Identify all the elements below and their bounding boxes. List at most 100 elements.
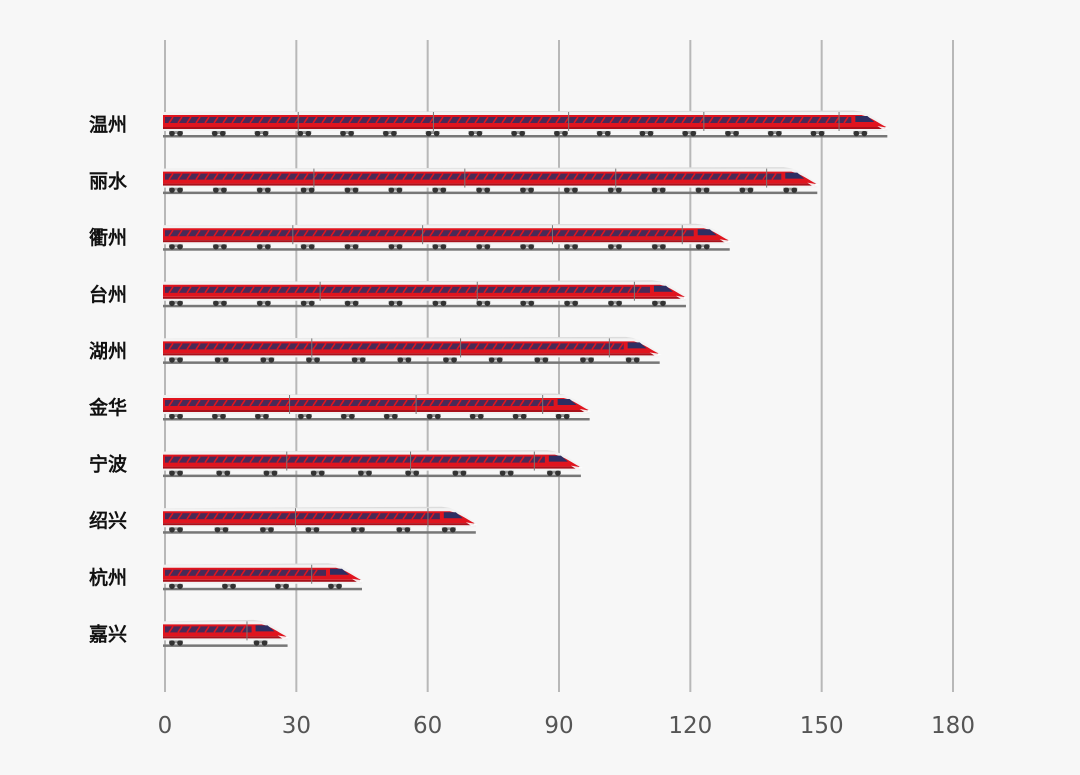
train-window-pane	[393, 173, 399, 181]
train-window-pane	[420, 456, 426, 464]
train-wheel	[169, 300, 175, 307]
train-window-pane	[654, 229, 660, 237]
train-window-pane	[357, 399, 363, 407]
train-bogie	[426, 414, 441, 417]
train-window-pane	[591, 342, 597, 350]
train-bogie	[254, 131, 269, 134]
train-window-pane	[402, 399, 408, 407]
train-window-pane	[573, 116, 579, 124]
train-window-pane	[357, 286, 363, 294]
train-window-pane	[177, 116, 183, 124]
train-bogie	[651, 187, 666, 191]
train-window-pane	[330, 116, 336, 124]
category-label: 杭州	[89, 566, 127, 589]
train-window-pane	[177, 456, 183, 464]
train-window-pane	[321, 116, 327, 124]
train-windshield	[855, 116, 875, 122]
train-windshield	[255, 625, 275, 632]
train-rail	[163, 531, 476, 534]
train-window-pane	[213, 286, 219, 294]
train-wheel	[220, 413, 226, 420]
train-windshield	[627, 342, 647, 349]
train-window-pane	[510, 173, 516, 181]
train-wheel	[555, 470, 561, 476]
train-window-pane	[186, 625, 192, 633]
train-window-pane	[627, 286, 633, 294]
train-wheel	[405, 357, 412, 363]
train-window-pane	[600, 342, 606, 350]
train-wheel	[647, 130, 654, 137]
train-window-pane	[222, 229, 228, 237]
train-window-pane	[249, 456, 255, 464]
train-window-pane	[240, 399, 246, 407]
train-window-pane	[276, 569, 282, 577]
category-label: 台州	[89, 283, 127, 306]
train-bogie	[256, 187, 271, 191]
train-window-pane	[402, 512, 408, 520]
train-wheel	[213, 243, 219, 250]
train-bogie	[432, 244, 447, 248]
train-wheel	[725, 130, 731, 137]
train-bogie	[254, 414, 269, 417]
train-bogie	[520, 187, 535, 191]
train-wheel	[340, 130, 346, 137]
train-bogie	[300, 187, 315, 191]
train-bogie	[351, 357, 366, 361]
train-window-pane	[213, 625, 219, 633]
train-stripe	[163, 636, 286, 639]
train-window-pane	[294, 229, 300, 237]
train-window-pane	[411, 173, 417, 181]
train-window-pane	[186, 229, 192, 237]
train-window-pane	[168, 229, 174, 237]
train-wheel	[169, 357, 175, 363]
train-windshield	[785, 172, 805, 179]
train-window-pane	[510, 342, 516, 350]
train-wheel	[177, 583, 183, 590]
train-wheel	[440, 187, 447, 193]
train-wheel	[520, 413, 527, 420]
train-window-pane	[771, 116, 777, 124]
train-wheel	[433, 130, 440, 137]
train-wheel	[305, 526, 312, 533]
train-window-pane	[195, 116, 201, 124]
category-label: 嘉兴	[88, 623, 127, 645]
train-wheel	[460, 470, 467, 476]
train-window-pane	[690, 116, 696, 124]
train-window-pane	[393, 456, 399, 464]
train-window-pane	[204, 286, 210, 294]
train-window-pane	[816, 116, 822, 124]
train-wheel	[213, 187, 219, 193]
train-bar	[163, 167, 820, 195]
train-window-pane	[258, 569, 264, 577]
train-bogie	[357, 470, 372, 474]
train-bogie	[511, 131, 526, 134]
train-window-pane	[384, 173, 390, 181]
train-wheel	[169, 470, 175, 476]
train-wheel	[564, 187, 570, 193]
train-window-pane	[195, 342, 201, 350]
train-window-pane	[555, 116, 561, 124]
train-window-pane	[429, 173, 435, 181]
train-window-pane	[375, 456, 381, 464]
train-window-pane	[681, 173, 687, 181]
train-window-pane	[537, 173, 543, 181]
train-wheel	[520, 243, 526, 250]
train-window-pane	[348, 173, 354, 181]
train-window-pane	[447, 286, 453, 294]
train-window-pane	[393, 512, 399, 520]
train-wheel	[572, 300, 578, 307]
train-window-pane	[438, 229, 444, 237]
train-window-pane	[267, 569, 273, 577]
train-window-pane	[735, 116, 741, 124]
train-window-pane	[438, 456, 444, 464]
train-wheel	[476, 187, 482, 193]
train-window-pane	[465, 173, 471, 181]
train-wheel	[484, 187, 490, 193]
train-bogie	[520, 300, 535, 304]
train-bogie	[563, 187, 578, 191]
train-bar	[163, 110, 890, 138]
train-window-pane	[384, 229, 390, 237]
train-wheel	[366, 470, 372, 476]
train-window-pane	[510, 229, 516, 237]
train-bogie	[432, 187, 447, 191]
